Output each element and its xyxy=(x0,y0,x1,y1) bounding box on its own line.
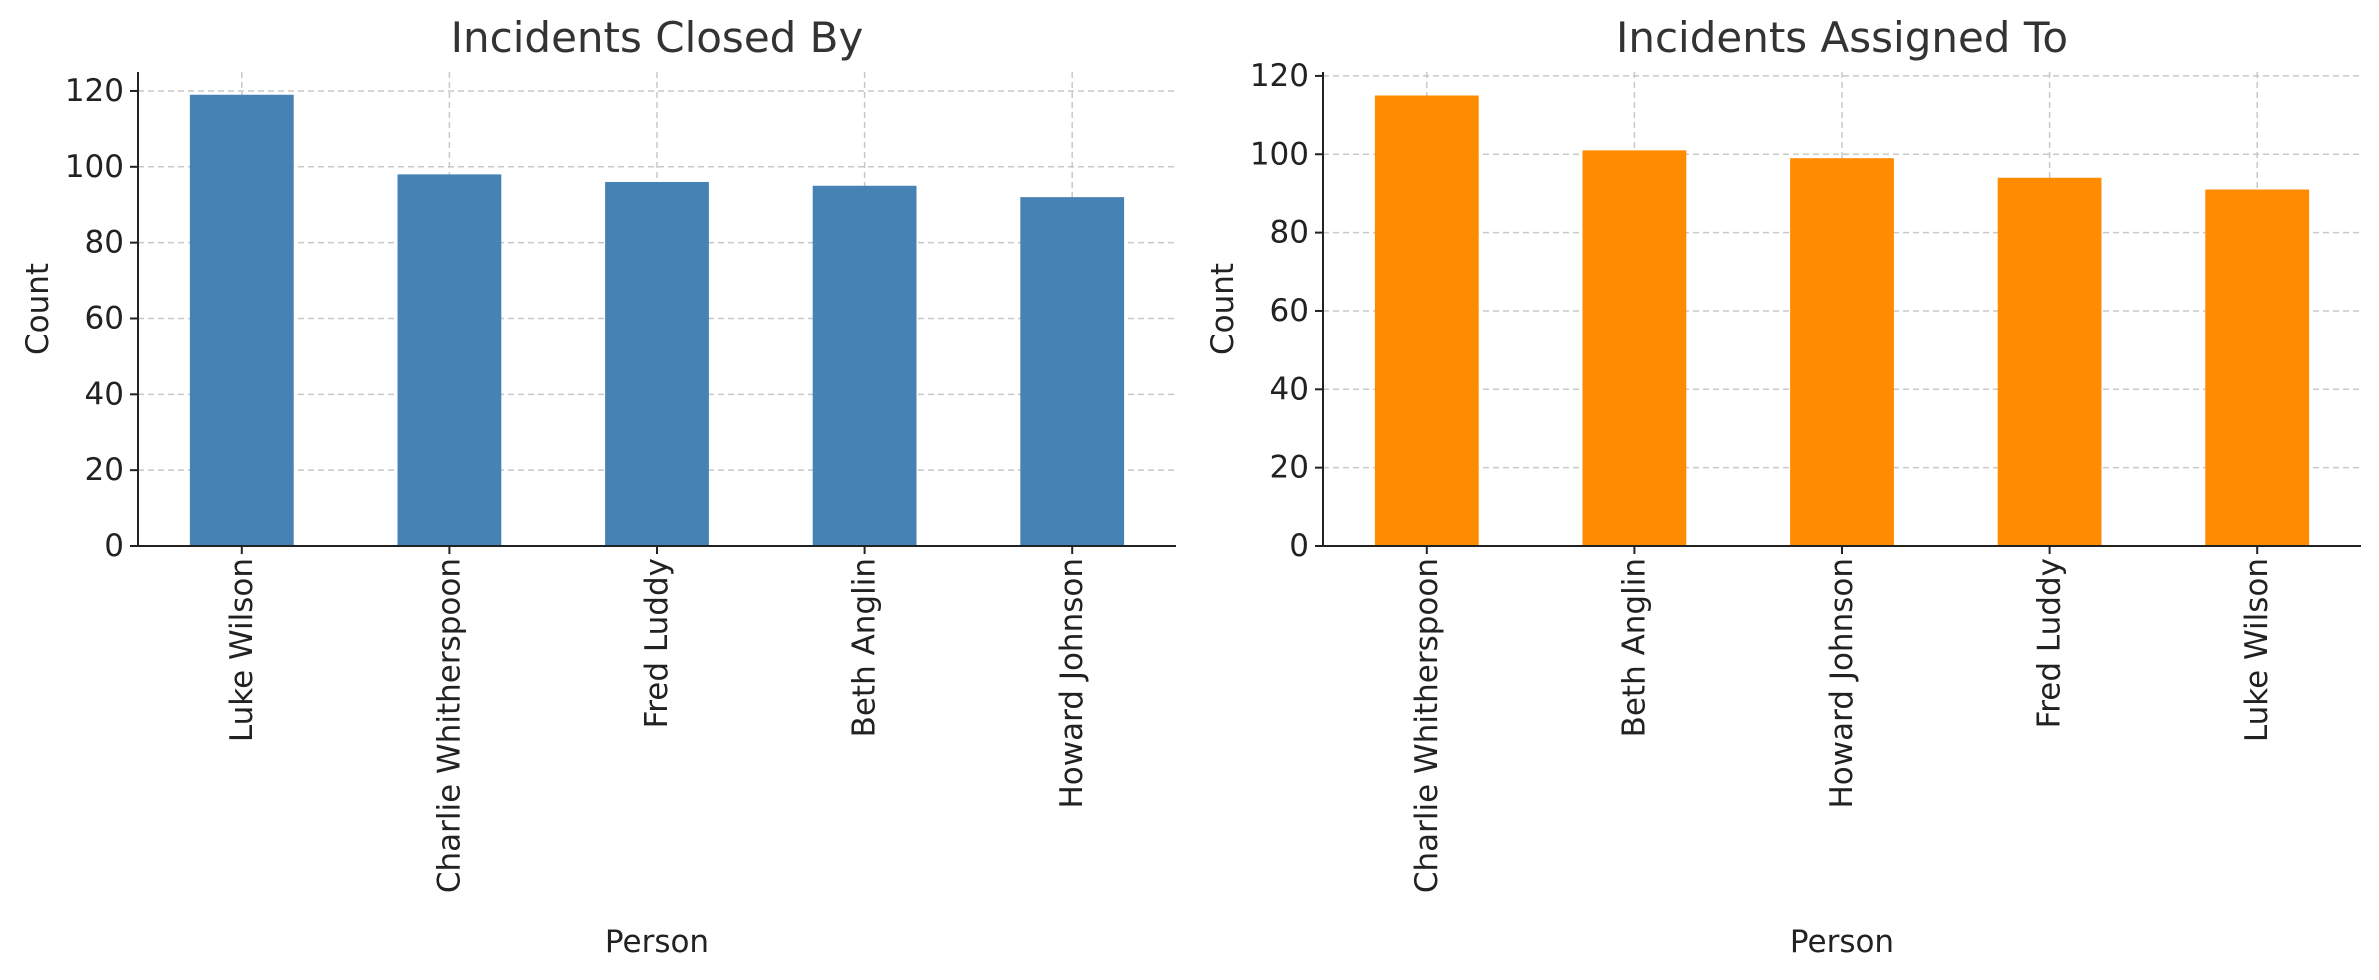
x-axis-label: Person xyxy=(605,924,709,960)
y-tick-label: 80 xyxy=(85,225,124,261)
y-axis-label: Count xyxy=(20,263,56,355)
chart-incidents-closed-by: 0 20 40 60 80 100 120 Luke Wilson Charlie Whithe… xyxy=(20,13,1176,960)
x-tick-label: Charlie Whitherspoon xyxy=(1409,558,1445,893)
bar xyxy=(1997,177,2102,546)
bar xyxy=(1374,95,1479,546)
y-tick-label: 80 xyxy=(1270,215,1309,251)
x-tick-label: Howard Johnson xyxy=(1054,558,1090,809)
bar xyxy=(2205,189,2310,546)
bar xyxy=(1582,150,1687,546)
y-tick-label: 60 xyxy=(85,300,124,336)
x-tick-label: Fred Luddy xyxy=(639,558,675,728)
y-tick-label: 0 xyxy=(1289,528,1309,564)
x-tick-label: Beth Anglin xyxy=(847,558,883,737)
x-tick-label: Howard Johnson xyxy=(1824,558,1860,809)
x-tick-label: Luke Wilson xyxy=(224,558,260,742)
x-tick-label: Beth Anglin xyxy=(1616,558,1652,737)
chart-title: Incidents Assigned To xyxy=(1616,13,2068,62)
y-axis-label: Count xyxy=(1205,263,1241,355)
bar xyxy=(605,181,709,546)
y-tick-label: 120 xyxy=(1250,58,1309,94)
x-tick-label: Fred Luddy xyxy=(2032,558,2068,728)
x-axis-label: Person xyxy=(1790,924,1894,960)
y-tick-label: 0 xyxy=(104,528,124,564)
x-tick-label: Charlie Whitherspoon xyxy=(431,558,467,893)
y-tick-label: 40 xyxy=(85,376,124,412)
bar xyxy=(1790,158,1894,546)
y-tick-label: 60 xyxy=(1270,293,1309,329)
x-tick-label: Luke Wilson xyxy=(2239,558,2275,742)
chart-incidents-assigned-to: 0 20 40 60 80 100 120 Charlie Whitherspoon Beth … xyxy=(1205,13,2361,960)
bar xyxy=(1020,197,1125,547)
y-tick-label: 20 xyxy=(1270,450,1309,486)
bar xyxy=(397,174,502,546)
bar xyxy=(812,185,917,546)
bar xyxy=(189,94,294,546)
chart-title: Incidents Closed By xyxy=(451,13,864,62)
y-tick-label: 20 xyxy=(85,452,124,488)
y-tick-label: 100 xyxy=(65,149,124,185)
y-tick-label: 40 xyxy=(1270,371,1309,407)
y-tick-label: 100 xyxy=(1250,136,1309,172)
y-tick-label: 120 xyxy=(65,73,124,109)
